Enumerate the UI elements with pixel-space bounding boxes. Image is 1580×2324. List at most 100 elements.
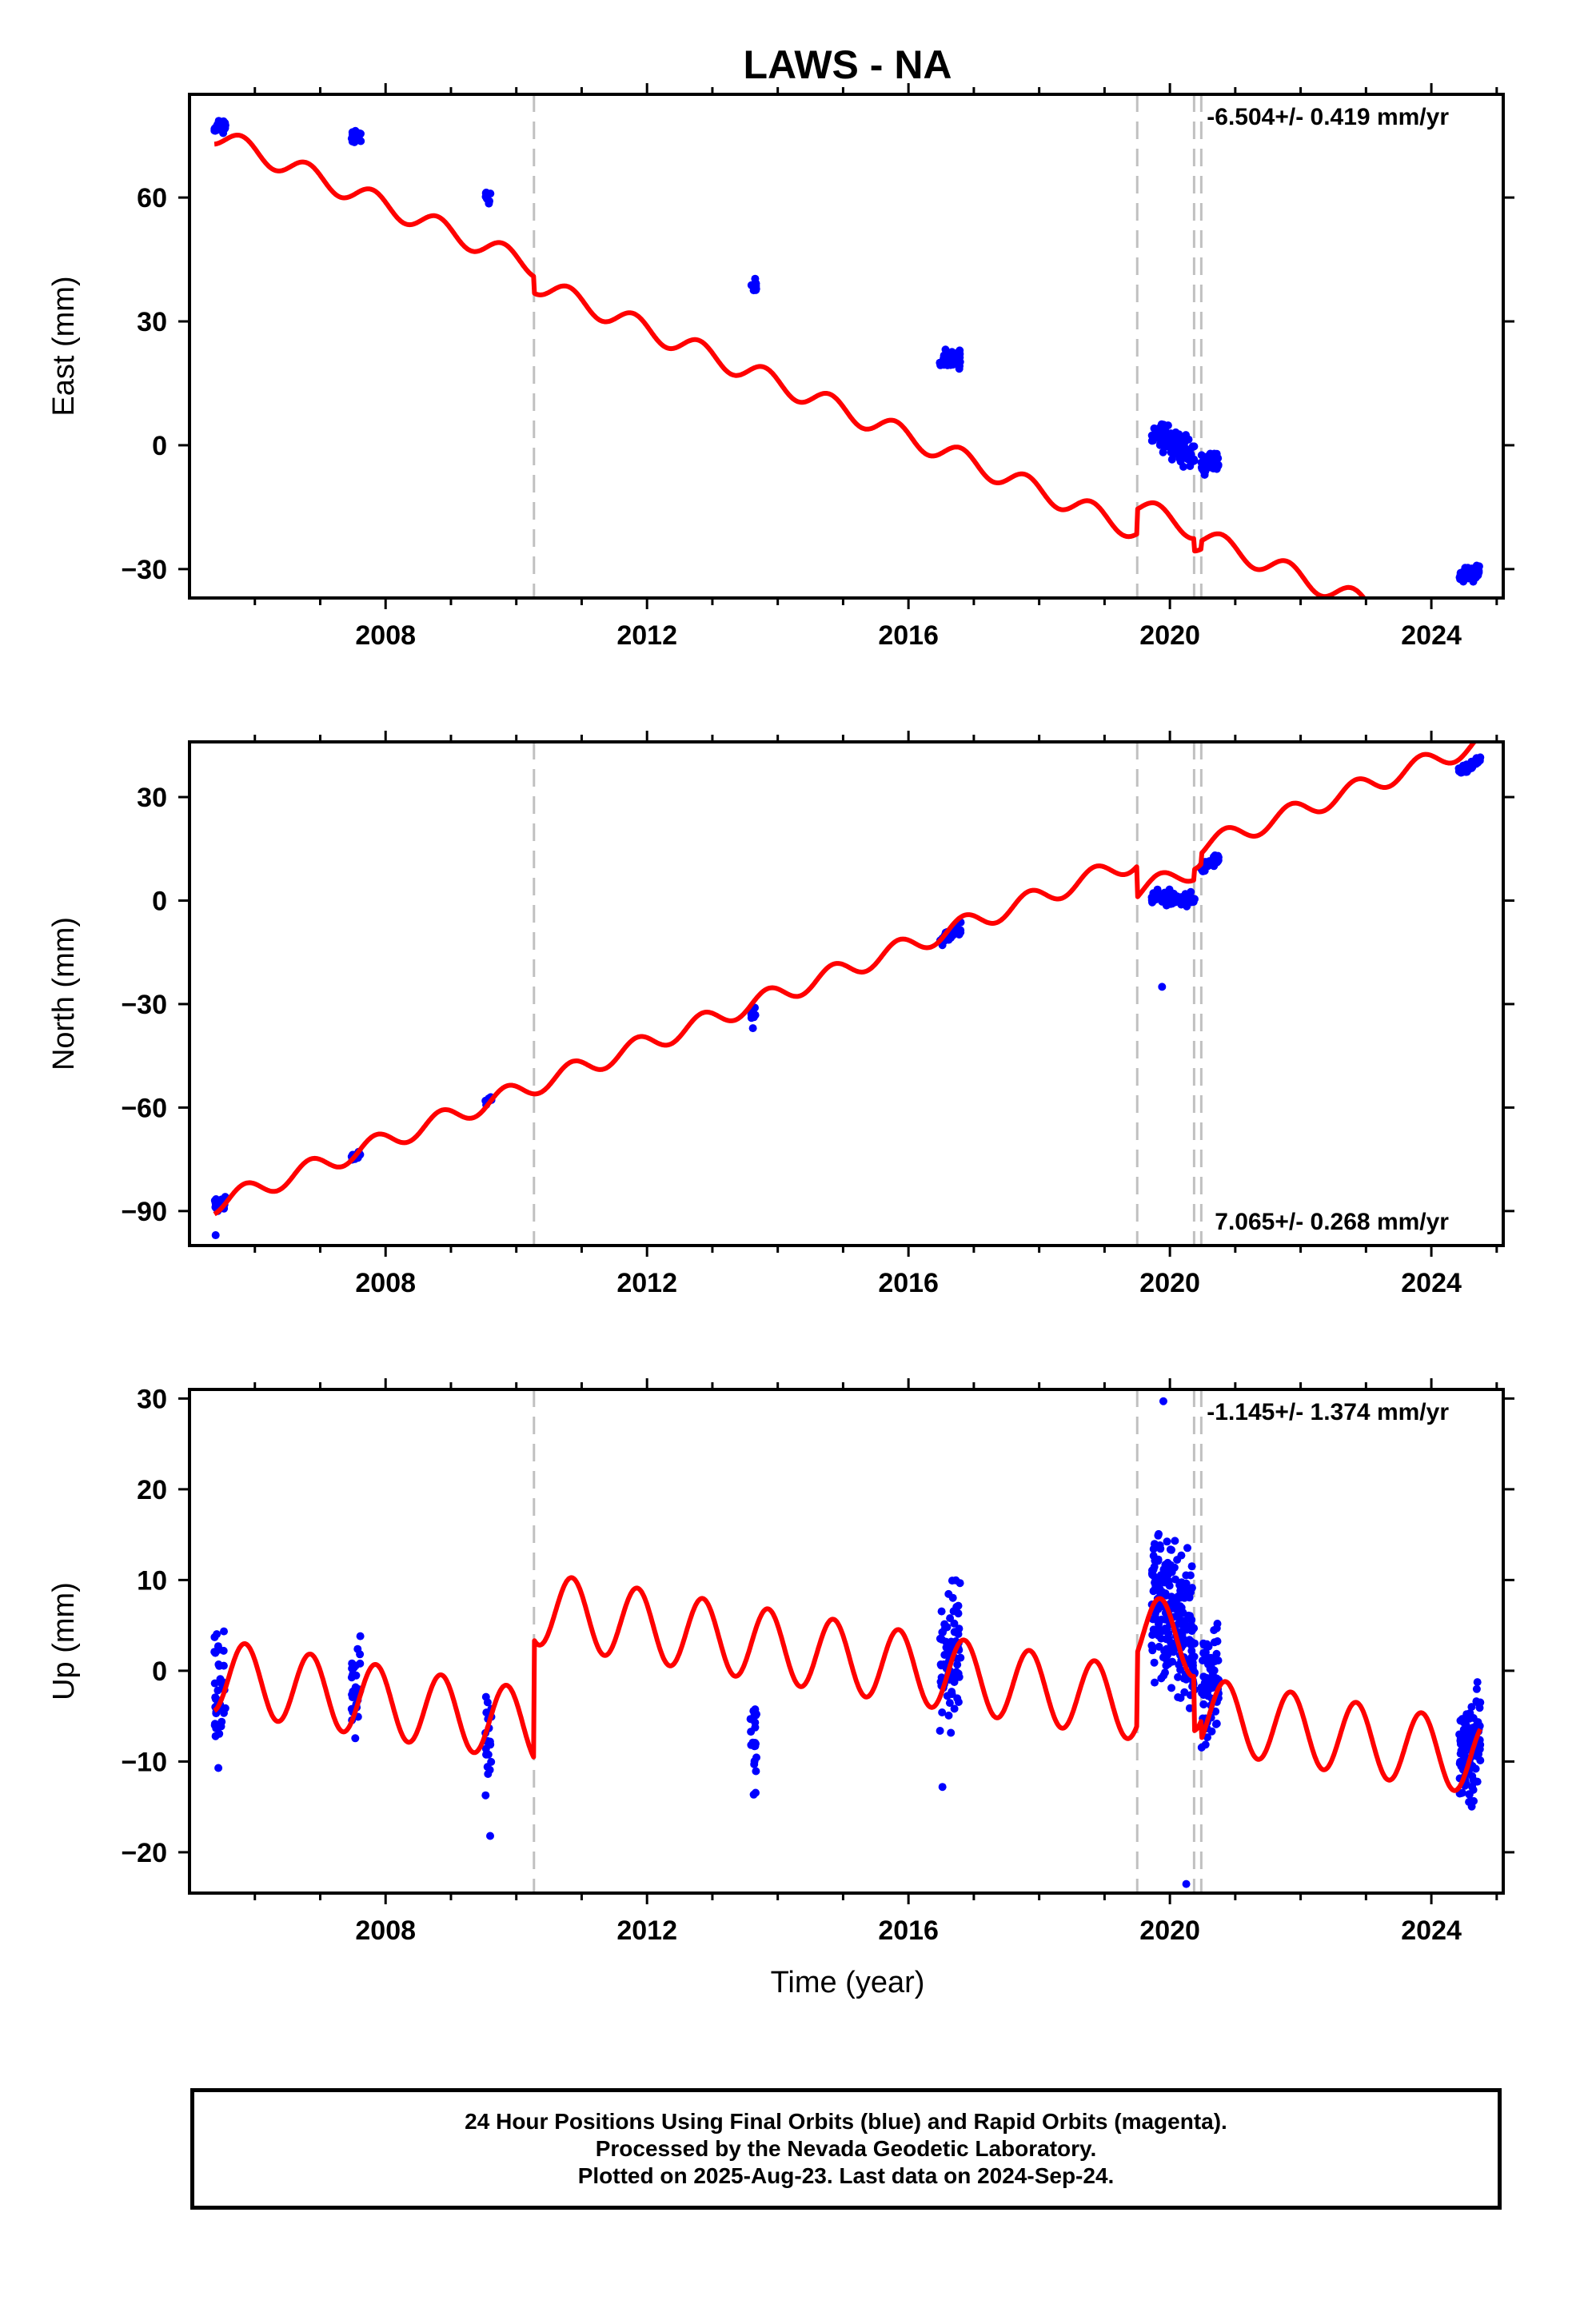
up-data-point: [1465, 1731, 1474, 1740]
up-data-point: [1169, 1648, 1178, 1656]
east-frame: [188, 93, 1505, 600]
up-data-point: [1199, 1691, 1208, 1700]
east-data-point: [955, 362, 964, 371]
up-data-point: [214, 1764, 223, 1772]
up-data-point: [1151, 1613, 1160, 1622]
north-data-point: [1468, 761, 1477, 770]
north-outlier-point: [211, 1231, 220, 1240]
east-data-point: [1201, 467, 1210, 476]
up-data-point: [954, 1698, 963, 1706]
east-data-point: [1147, 431, 1156, 440]
east-data-point: [1460, 572, 1469, 580]
up-data-point: [351, 1734, 360, 1743]
up-data-point: [217, 1722, 225, 1731]
north-rate-label: 7.065+/- 0.268 mm/yr: [1215, 1209, 1449, 1235]
up-y-tick-label: 20: [137, 1475, 167, 1505]
up-data-point: [1458, 1738, 1466, 1747]
east-data-point: [1214, 454, 1223, 463]
east-data-point: [1167, 436, 1176, 444]
up-data-point: [956, 1579, 964, 1588]
up-data-point: [1211, 1673, 1219, 1682]
up-data-point: [210, 1720, 219, 1729]
up-data-point: [1150, 1562, 1159, 1571]
up-data-point: [1472, 1697, 1481, 1706]
east-data-point: [1190, 442, 1199, 451]
up-data-point: [1148, 1646, 1157, 1655]
east-y-tick-label: 0: [152, 431, 167, 461]
north-outlier-point: [748, 1024, 757, 1033]
up-data-point: [215, 1661, 224, 1670]
up-data-point: [482, 1750, 490, 1759]
up-data-point: [937, 1607, 946, 1616]
up-data-point: [1149, 1552, 1158, 1561]
up-outlier-point: [1159, 1397, 1167, 1405]
up-data-point: [1203, 1733, 1211, 1742]
up-data-point: [1187, 1637, 1196, 1646]
up-data-point: [1153, 1574, 1162, 1583]
up-data-point: [1210, 1626, 1219, 1635]
up-data-point: [752, 1788, 760, 1797]
north-data-point: [212, 1195, 221, 1203]
north-data-point: [1209, 852, 1218, 861]
up-data-point: [1154, 1531, 1163, 1540]
east-model-line: [213, 133, 1367, 598]
east-data-point: [1204, 452, 1213, 461]
up-data-point: [220, 1627, 228, 1636]
north-x-tick-label: 2020: [1139, 1268, 1200, 1298]
east-y-tick-label: 30: [137, 307, 167, 337]
up-data-point: [1203, 1674, 1211, 1682]
north-y-axis-label: North (mm): [47, 917, 81, 1070]
east-x-tick-label: 2024: [1401, 620, 1462, 651]
north-frame: [188, 740, 1505, 1247]
north-data-point: [1153, 885, 1162, 894]
up-data-point: [751, 1718, 760, 1727]
up-data-point: [1155, 1642, 1163, 1651]
up-y-tick-label: 0: [152, 1656, 167, 1687]
up-data-point: [1188, 1658, 1197, 1667]
east-data-point: [1159, 448, 1167, 456]
north-data-point: [1457, 763, 1466, 772]
up-y-tick-label: 10: [137, 1565, 167, 1596]
up-data-point: [1167, 1593, 1176, 1601]
up-data-point: [1475, 1745, 1484, 1753]
up-data-point: [944, 1589, 953, 1598]
east-data-point: [1201, 460, 1209, 468]
north-data-point: [1191, 895, 1199, 903]
up-data-point: [1154, 1604, 1163, 1613]
footer-line-processed: Processed by the Nevada Geodetic Laborat…: [595, 2136, 1097, 2161]
x-axis-label: Time (year): [771, 1966, 925, 1999]
up-data-point: [212, 1694, 221, 1703]
north-y-tick-label: −90: [121, 1197, 167, 1227]
up-data-point: [950, 1704, 959, 1713]
east-data-point: [1186, 462, 1195, 470]
up-data-point: [1475, 1704, 1484, 1712]
up-data-point: [953, 1660, 962, 1669]
up-data-point: [944, 1711, 953, 1720]
up-data-point: [747, 1740, 756, 1749]
up-data-point: [1183, 1544, 1191, 1553]
east-data-point: [1182, 431, 1191, 440]
up-data-point: [1204, 1660, 1212, 1668]
up-data-point: [1473, 1752, 1482, 1761]
up-x-tick-label: 2024: [1401, 1915, 1462, 1946]
up-data-point: [1159, 1626, 1168, 1635]
east-y-tick-label: −30: [121, 555, 167, 585]
up-data-point: [948, 1577, 956, 1585]
up-data-point: [752, 1767, 760, 1776]
up-data-point: [945, 1640, 954, 1648]
up-data-point: [1161, 1561, 1170, 1569]
up-data-point: [1171, 1604, 1180, 1612]
up-data-point: [1167, 1684, 1175, 1692]
east-data-point: [1157, 420, 1166, 429]
up-data-point: [1171, 1537, 1179, 1545]
north-data-point: [1210, 862, 1219, 871]
north-x-tick-label: 2008: [355, 1268, 416, 1298]
up-data-point: [1182, 1571, 1191, 1580]
up-data-point: [1211, 1707, 1220, 1716]
east-rate-label: -6.504+/- 0.419 mm/yr: [1207, 104, 1449, 130]
north-data-points: [210, 753, 1485, 1240]
up-data-point: [1174, 1672, 1183, 1681]
up-data-point: [940, 1660, 948, 1668]
chart-title: LAWS - NA: [743, 42, 952, 87]
north-data-point: [1476, 753, 1485, 762]
